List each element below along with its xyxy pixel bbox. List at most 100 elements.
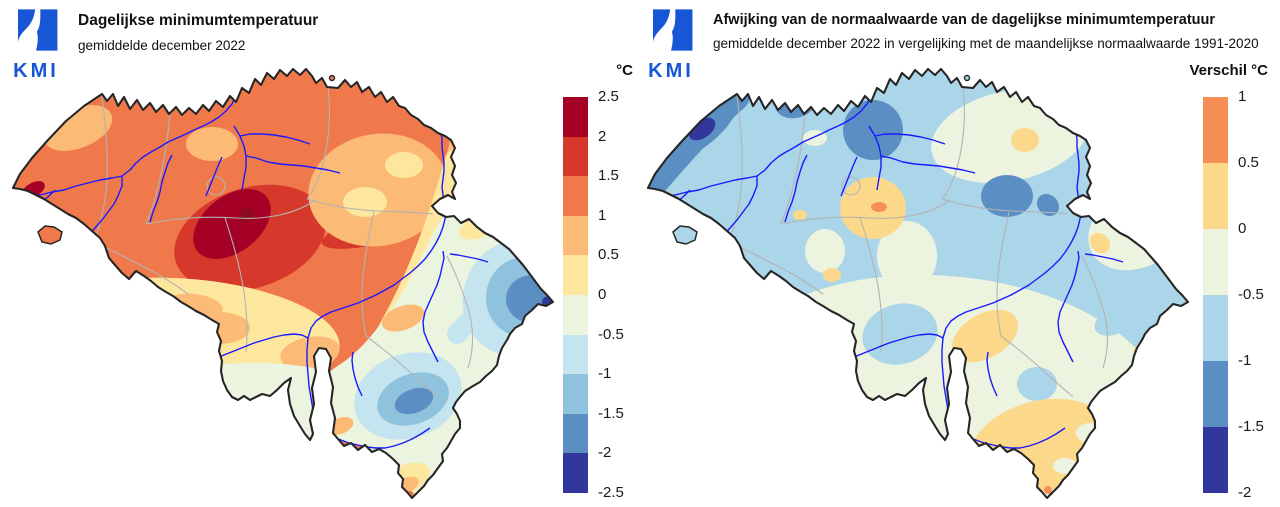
province-border: [996, 211, 1010, 337]
map-svg: [11, 67, 555, 500]
province-border: [446, 255, 473, 369]
legend-tick: 1: [1238, 88, 1247, 105]
province-border: [306, 198, 434, 215]
temperature-region: [1011, 128, 1039, 152]
province-border: [206, 176, 226, 196]
legend-segment: [563, 453, 588, 493]
kmi-logo-icon: [18, 9, 58, 51]
river: [245, 155, 341, 174]
temperature-region: [951, 309, 1019, 363]
river: [840, 156, 858, 197]
river: [203, 333, 309, 364]
belgium-map-tmin: [10, 66, 555, 507]
province-border: [365, 335, 439, 398]
river: [149, 154, 173, 223]
legend-title-anomaly: Verschil °C: [1189, 62, 1268, 79]
province-border: [1081, 255, 1108, 369]
temperature-region: [843, 100, 903, 160]
kmi-logo: KMI: [643, 6, 699, 81]
comines-exclave: [37, 225, 63, 245]
province-border: [728, 95, 743, 243]
baarle-exclave: [963, 74, 971, 82]
temperature-region: [871, 202, 887, 212]
river: [941, 131, 1082, 411]
legend-tick: 2.5: [598, 88, 619, 105]
province-border: [93, 241, 189, 295]
legend-tick: -0.5: [598, 325, 624, 343]
panel-anomaly: KMI Afwijking van de normaalwaarde van d…: [635, 0, 1275, 507]
temperature-region: [793, 210, 807, 220]
temperature-region: [1089, 232, 1111, 254]
legend-tick: -2: [1238, 484, 1252, 501]
province-border: [145, 199, 316, 225]
river: [449, 253, 489, 263]
country-border: [646, 67, 1190, 500]
river: [756, 96, 871, 177]
river: [121, 96, 236, 177]
legend-tick: -2.5: [598, 484, 624, 501]
temperature-region: [394, 387, 434, 415]
temperature-region: [877, 221, 937, 291]
province-border: [93, 95, 108, 243]
legend-segment: [1203, 163, 1228, 229]
legend-segment: [1203, 229, 1228, 295]
river: [880, 155, 976, 174]
temperature-region: [1094, 310, 1130, 336]
kmi-logo-icon: [653, 9, 693, 51]
river: [784, 154, 808, 223]
legend-tick: 1: [598, 206, 607, 224]
legend-tmin: 2.5 2 1.5 1 0.5 0 -0.5 -1 -1.5 -2 -2.5: [563, 88, 624, 501]
map-title-tmin: Dagelijkse minimumtemperatuur: [78, 12, 319, 29]
river: [239, 133, 311, 145]
province-border: [1000, 335, 1074, 398]
kmi-logo: KMI: [8, 6, 64, 81]
kmi-logo-text: KMI: [648, 60, 694, 82]
river: [874, 133, 946, 145]
province-border: [306, 85, 330, 200]
legend-tick: 2: [598, 127, 607, 145]
comines-exclave: [672, 225, 698, 245]
province-border: [145, 112, 171, 225]
legend-segment: [1203, 427, 1228, 493]
legend-tick: 0.5: [598, 246, 619, 264]
legend-segment: [563, 215, 588, 256]
province-border: [780, 199, 951, 225]
temperature-region: [1036, 193, 1060, 217]
temperature-region: [981, 175, 1033, 217]
legend-segment: [1203, 361, 1228, 427]
province-border: [941, 198, 1069, 215]
legend-tick: -1: [598, 365, 612, 383]
legend-tick: 0: [1238, 220, 1247, 237]
temperature-region: [1017, 367, 1057, 401]
legend-tick: 0: [598, 286, 607, 303]
legend-segment: [563, 255, 588, 295]
legend-segment: [563, 413, 588, 454]
legend-segment: [1203, 295, 1228, 361]
legend-tick: -0.5: [1238, 286, 1264, 303]
title-block-anomaly: Afwijking van de normaalwaarde van de da…: [713, 12, 1269, 51]
country-border: [11, 67, 555, 500]
map-fill-layer: [13, 69, 553, 498]
belgium-map-anomaly: [645, 66, 1190, 507]
legend-tick: -1.5: [1238, 418, 1264, 435]
river: [1057, 250, 1080, 363]
province-border: [780, 112, 806, 225]
temperature-region: [805, 229, 845, 273]
map-fill-layer: [648, 69, 1188, 498]
temperature-region: [186, 127, 238, 161]
map-subtitle-tmin: gemiddelde december 2022: [78, 38, 246, 53]
province-border: [841, 176, 861, 196]
temperature-region: [823, 268, 841, 282]
province-border: [224, 217, 248, 353]
legend-tick: -2: [598, 444, 612, 462]
river: [986, 351, 998, 397]
kmi-logo-text: KMI: [13, 60, 59, 82]
legend-anomaly: 1 0.5 0 -0.5 -1 -1.5 -2: [1203, 88, 1264, 501]
river: [351, 351, 363, 397]
temperature-region: [381, 304, 425, 332]
legend-tick: 0.5: [1238, 154, 1259, 171]
legend-tick: 1.5: [598, 167, 619, 185]
panel-tmin: KMI Dagelijkse minimumtemperatuur gemidd…: [8, 6, 633, 507]
province-border: [728, 241, 824, 295]
